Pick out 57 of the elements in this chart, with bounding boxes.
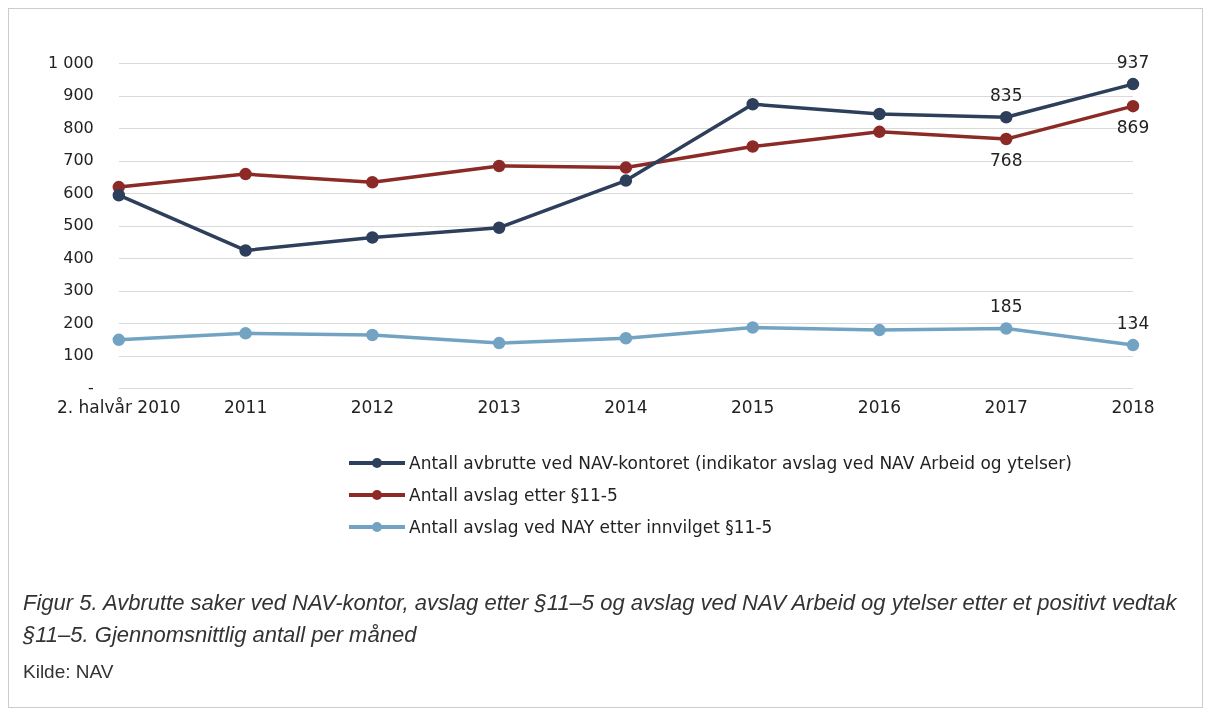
data-label: 134 bbox=[1116, 312, 1150, 333]
x-tick-label: 2012 bbox=[350, 397, 394, 418]
point bbox=[746, 97, 759, 111]
point bbox=[873, 107, 886, 121]
data-label: 185 bbox=[990, 296, 1023, 317]
x-tick-label: 2016 bbox=[857, 397, 902, 418]
y-tick-label: 800 bbox=[63, 117, 94, 137]
data-label: 937 bbox=[1116, 52, 1150, 72]
y-tick-label: - bbox=[88, 377, 94, 397]
legend-label: Antall avslag etter §11-5 bbox=[409, 485, 618, 505]
point bbox=[999, 322, 1013, 335]
y-tick-label: 300 bbox=[63, 280, 94, 300]
y-tick-label: 1 000 bbox=[47, 52, 94, 72]
y-tick-label: 500 bbox=[63, 215, 94, 235]
legend-label: Antall avslag ved NAY etter innvilget §11-5 bbox=[409, 517, 773, 537]
point bbox=[112, 333, 126, 347]
data-label: 835 bbox=[990, 85, 1023, 106]
text: Kilde: NAV bbox=[23, 661, 115, 683]
x-tick-label: 2014 bbox=[604, 397, 648, 418]
point bbox=[492, 159, 506, 173]
y-tick-label: 600 bbox=[63, 182, 94, 202]
point bbox=[619, 161, 633, 174]
point bbox=[746, 321, 759, 334]
y-tick-label: 700 bbox=[63, 150, 94, 170]
x-tick-label: 2011 bbox=[223, 397, 268, 418]
point bbox=[999, 132, 1013, 146]
y-tick-label: 900 bbox=[63, 85, 94, 105]
x-tick-label: 2018 bbox=[1111, 397, 1155, 418]
data-label: 869 bbox=[1116, 117, 1150, 138]
y-tick-label: 400 bbox=[63, 247, 94, 267]
point bbox=[873, 125, 886, 139]
point bbox=[492, 336, 506, 350]
y-tick-label: 100 bbox=[63, 345, 94, 365]
text: Figur 5. Avbrutte saker ved NAV-kontor, avslag etter §11–5 og avslag ved NAV Arbeid og ytelser etter et positivt vedtak §11–5. Gjennomsnittlig antall per måned bbox=[23, 589, 1178, 649]
point bbox=[239, 244, 252, 257]
x-tick-label: 2017 bbox=[984, 397, 1028, 418]
point bbox=[239, 167, 252, 181]
point bbox=[1126, 77, 1140, 91]
point bbox=[112, 188, 126, 202]
point bbox=[492, 221, 506, 234]
point bbox=[873, 323, 886, 337]
point bbox=[1126, 99, 1140, 113]
point bbox=[366, 231, 379, 244]
y-tick-label: 200 bbox=[63, 312, 94, 332]
legend-label: Antall avbrutte ved NAV-kontoret (indikator avslag ved NAV Arbeid og ytelser) bbox=[409, 453, 1072, 473]
point bbox=[999, 110, 1013, 124]
point bbox=[746, 140, 759, 153]
point bbox=[366, 175, 379, 189]
point bbox=[366, 328, 379, 342]
x-tick-label: 2. halvår 2010 bbox=[56, 397, 181, 418]
x-tick-label: 2015 bbox=[731, 397, 775, 418]
data-label: 768 bbox=[990, 149, 1023, 170]
point bbox=[1126, 338, 1140, 352]
point bbox=[239, 327, 252, 340]
point bbox=[619, 174, 633, 187]
point bbox=[619, 331, 633, 345]
x-tick-label: 2013 bbox=[477, 397, 521, 418]
